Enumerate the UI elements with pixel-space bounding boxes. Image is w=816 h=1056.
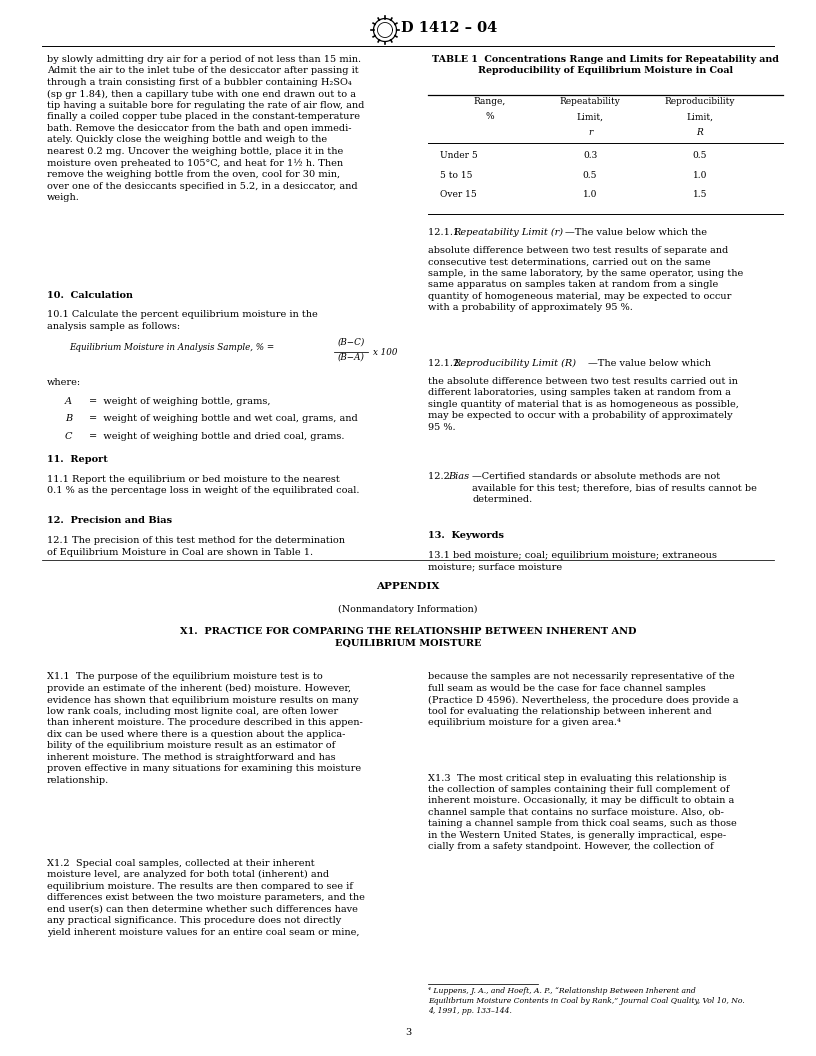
Text: 0.3: 0.3 [583,151,597,159]
Text: X1.3  The most critical step in evaluating this relationship is
the collection o: X1.3 The most critical step in evaluatin… [428,774,737,851]
Text: 0.5: 0.5 [583,171,597,180]
Text: B: B [65,414,72,423]
Text: 13.  Keywords: 13. Keywords [428,531,504,541]
Text: TABLE 1  Concentrations Range and Limits for Repeatability and
Reproducibility o: TABLE 1 Concentrations Range and Limits … [432,55,779,75]
Text: 1.0: 1.0 [583,190,597,200]
Text: =  weight of weighing bottle and wet coal, grams, and: = weight of weighing bottle and wet coal… [89,414,357,423]
Text: 12.2: 12.2 [428,472,456,480]
Text: Reproducibility: Reproducibility [665,97,735,106]
Text: r: r [588,129,592,137]
Text: because the samples are not necessarily representative of the
full seam as would: because the samples are not necessarily … [428,673,738,728]
Text: (B−A): (B−A) [338,353,365,361]
Text: Equilibrium Moisture in Analysis Sample, % =: Equilibrium Moisture in Analysis Sample,… [69,343,274,352]
Text: —The value below which the: —The value below which the [565,228,707,238]
Text: 0.5: 0.5 [693,151,707,159]
Text: x 100: x 100 [373,347,397,357]
Text: X1.  PRACTICE FOR COMPARING THE RELATIONSHIP BETWEEN INHERENT AND
EQUILIBRIUM MO: X1. PRACTICE FOR COMPARING THE RELATIONS… [180,627,636,647]
Text: Limit,: Limit, [576,113,604,121]
Text: Over 15: Over 15 [440,190,477,200]
Text: (B−C): (B−C) [337,338,365,346]
Text: 12.1.2: 12.1.2 [428,359,465,367]
Text: 1.5: 1.5 [693,190,707,200]
Text: ⁴ Luppens, J. A., and Hoeft, A. P., “Relationship Between Inherent and
Equilibri: ⁴ Luppens, J. A., and Hoeft, A. P., “Rel… [428,987,745,1015]
Text: X1.1  The purpose of the equilibrium moisture test is to
provide an estimate of : X1.1 The purpose of the equilibrium mois… [47,673,363,785]
Text: R: R [697,129,703,137]
Text: D 1412 – 04: D 1412 – 04 [401,21,497,35]
Text: =  weight of weighing bottle and dried coal, grams.: = weight of weighing bottle and dried co… [89,432,344,441]
Text: 10.  Calculation: 10. Calculation [47,290,133,300]
Text: =  weight of weighing bottle, grams,: = weight of weighing bottle, grams, [89,397,270,406]
Text: 3: 3 [405,1027,411,1037]
Text: Range,: Range, [474,97,506,106]
Text: Bias: Bias [448,472,469,480]
Text: where:: where: [47,378,81,388]
Text: Reproducibility Limit (R): Reproducibility Limit (R) [454,359,576,369]
Text: A: A [65,397,72,406]
Text: 11.  Report: 11. Report [47,455,108,464]
Text: 12.1.1: 12.1.1 [428,228,465,238]
Text: —Certified standards or absolute methods are not
available for this test; theref: —Certified standards or absolute methods… [472,472,757,504]
Text: 1.0: 1.0 [693,171,707,180]
Text: C: C [65,432,73,441]
Text: Repeatability: Repeatability [560,97,620,106]
Text: 12.1 The precision of this test method for the determination
of Equilibrium Mois: 12.1 The precision of this test method f… [47,536,345,557]
Text: Repeatability Limit (r): Repeatability Limit (r) [454,228,564,238]
Text: by slowly admitting dry air for a period of not less than 15 min.
Admit the air : by slowly admitting dry air for a period… [47,55,365,202]
Text: X1.2  Special coal samples, collected at their inherent
moisture level, are anal: X1.2 Special coal samples, collected at … [47,859,365,937]
Text: Limit,: Limit, [686,113,713,121]
Text: APPENDIX: APPENDIX [376,582,440,591]
Text: 11.1 Report the equilibrium or bed moisture to the nearest
0.1 % as the percenta: 11.1 Report the equilibrium or bed moist… [47,475,360,495]
Text: 12.  Precision and Bias: 12. Precision and Bias [47,516,172,526]
Text: the absolute difference between two test results carried out in
different labora: the absolute difference between two test… [428,377,738,432]
Text: Under 5: Under 5 [440,151,477,159]
Text: 10.1 Calculate the percent equilibrium moisture in the
analysis sample as follow: 10.1 Calculate the percent equilibrium m… [47,310,317,331]
Text: 5 to 15: 5 to 15 [440,171,472,180]
Text: 13.1 bed moisture; coal; equilibrium moisture; extraneous
moisture; surface mois: 13.1 bed moisture; coal; equilibrium moi… [428,551,717,571]
Text: %: % [486,113,494,121]
Text: (Nonmandatory Information): (Nonmandatory Information) [339,604,477,614]
Text: —The value below which: —The value below which [588,359,711,367]
Text: absolute difference between two test results of separate and
consecutive test de: absolute difference between two test res… [428,246,743,313]
